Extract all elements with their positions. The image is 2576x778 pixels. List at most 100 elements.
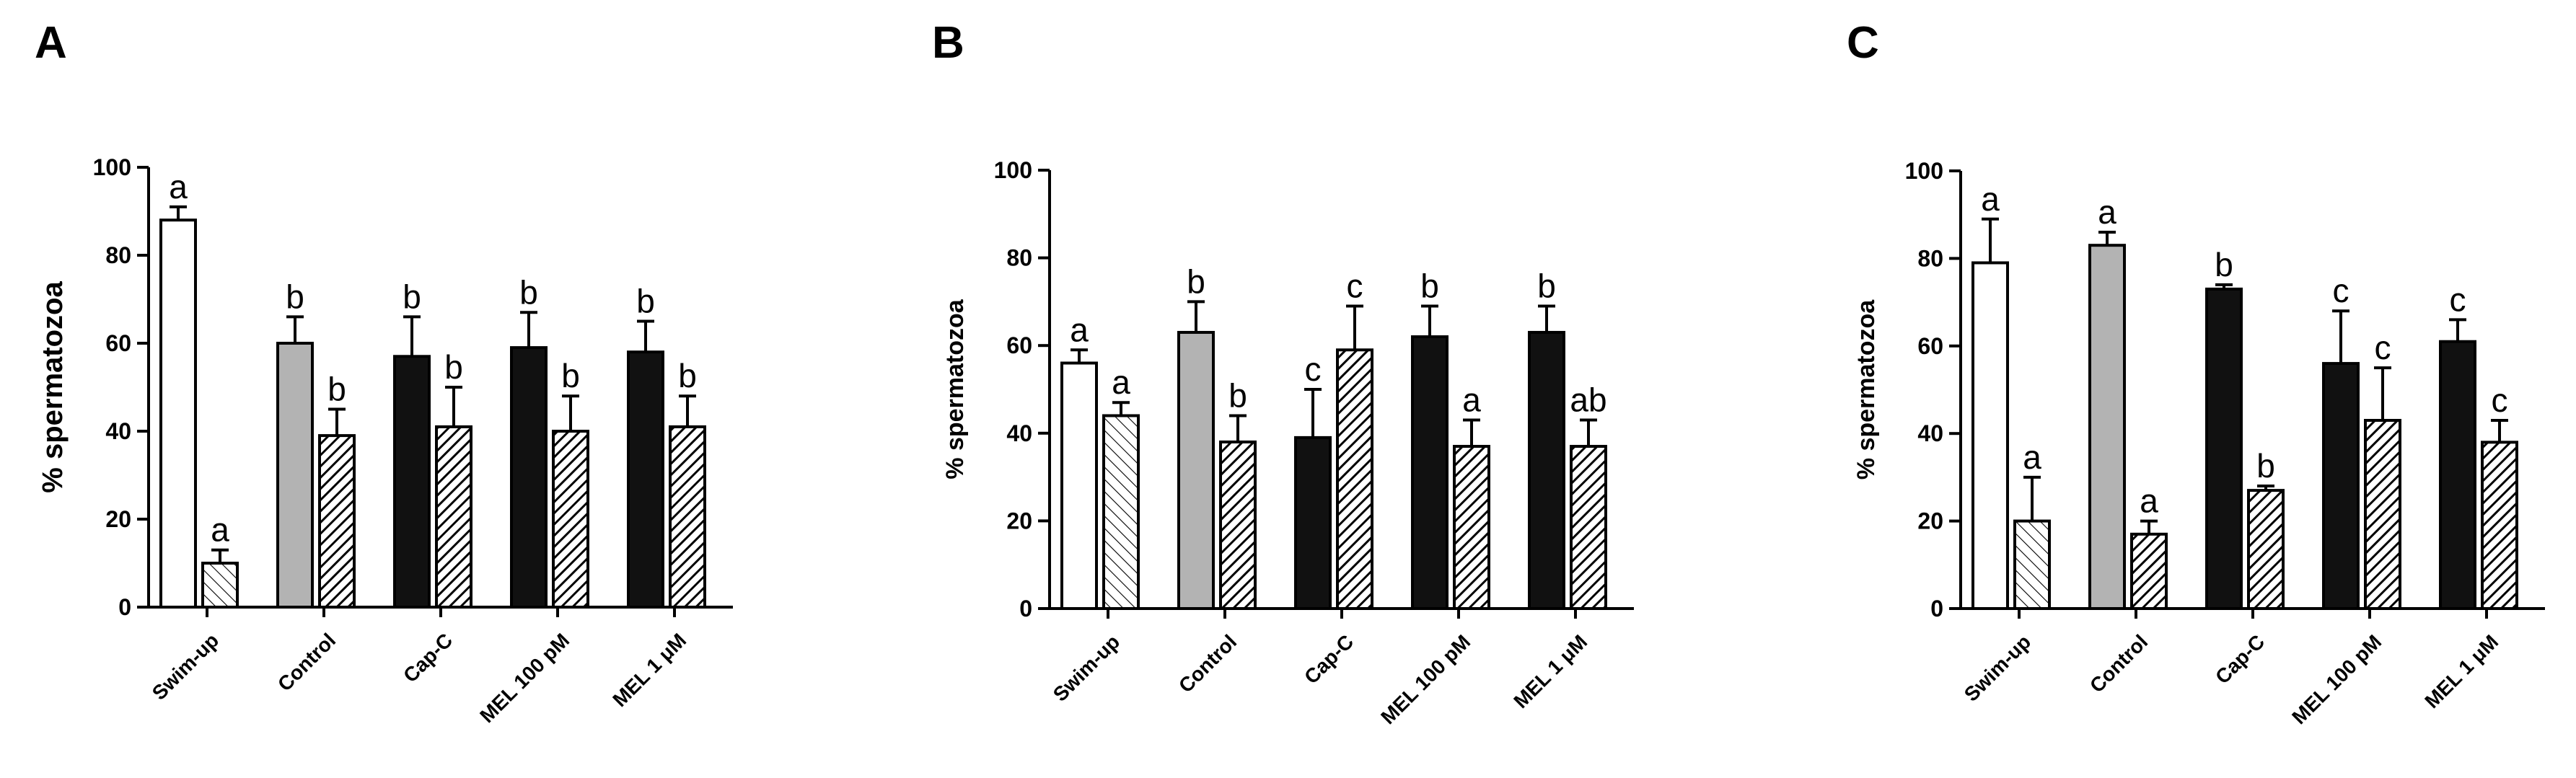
bar-4-0 [627, 350, 664, 609]
bar-2-1 [2247, 489, 2285, 610]
y-tick-label: 100 [1905, 158, 1943, 184]
chart-panel-c: C 0 20 40 60 80 100 % spermatozoa a a Swim-up a a Con… [1847, 18, 2545, 728]
x-tick-label: MEL 100 pM [1376, 630, 1474, 728]
significance-letter: b [444, 348, 463, 386]
bar-3-1 [1453, 445, 1490, 610]
y-tick-label: 60 [105, 330, 131, 356]
bar-1-0 [276, 342, 314, 609]
bar-3-0 [1411, 335, 1449, 610]
x-tick-label: Cap-C [1300, 630, 1358, 688]
bar-3-1 [552, 430, 589, 609]
bar-4-0 [2439, 340, 2476, 610]
bar-4-1 [669, 425, 706, 609]
bar-0-0 [1971, 261, 2009, 610]
y-tick-label: 100 [994, 157, 1032, 183]
significance-letter: c [2333, 272, 2349, 309]
significance-letter: b [1537, 267, 1556, 304]
bar-3-1 [2364, 418, 2401, 610]
x-tick-label: Swim-up [1960, 630, 2035, 705]
significance-letter: b [678, 357, 697, 394]
significance-letter: b [328, 371, 346, 408]
significance-letter: b [1187, 262, 1205, 300]
significance-letter: a [1462, 381, 1481, 419]
y-tick-label: 20 [1917, 508, 1943, 534]
y-axis-label: % spermatozoa [1852, 299, 1880, 479]
y-tick-label: 60 [1917, 333, 1943, 359]
significance-letter: c [2450, 280, 2466, 318]
y-axis-label: % spermatozoa [941, 299, 969, 479]
bar-0-0 [159, 218, 197, 609]
significance-letter: a [1070, 311, 1089, 348]
bar-2-1 [435, 425, 472, 609]
significance-letter: c [1305, 350, 1322, 388]
panel-label: C [1847, 18, 1879, 68]
significance-letter: a [211, 511, 229, 549]
bar-1-1 [1219, 440, 1257, 611]
x-tick-label: Control [2085, 630, 2152, 697]
bar-4-1 [2481, 441, 2518, 611]
significance-letter: a [2023, 438, 2041, 476]
significance-letter: c [1347, 267, 1363, 304]
x-tick-label: MEL 1 μM [1509, 630, 1591, 712]
y-tick-label: 60 [1006, 332, 1032, 358]
y-tick-label: 80 [105, 242, 131, 268]
bar-2-0 [1294, 436, 1332, 610]
significance-letter: b [1228, 376, 1247, 414]
significance-letter: b [286, 278, 304, 315]
x-tick-label: MEL 1 μM [2420, 630, 2502, 712]
bar-3-0 [2322, 362, 2360, 610]
bar-4-0 [1528, 330, 1565, 610]
significance-letter: b [403, 278, 421, 315]
significance-letter: b [2215, 246, 2233, 283]
y-tick-label: 100 [93, 154, 131, 180]
x-tick-label: Swim-up [148, 629, 223, 704]
y-tick-label: 0 [1019, 596, 1032, 622]
significance-letter: b [1420, 267, 1439, 304]
significance-letter: c [2492, 381, 2508, 419]
bar-0-1 [1102, 414, 1140, 610]
x-tick-label: Control [273, 629, 340, 695]
y-tick-label: 0 [118, 594, 131, 620]
y-tick-label: 40 [1006, 420, 1032, 446]
x-tick-label: MEL 100 pM [475, 629, 573, 727]
bar-1-1 [2130, 532, 2168, 610]
significance-letter: b [561, 357, 580, 394]
x-tick-label: MEL 100 pM [2287, 630, 2386, 728]
y-axis-label: % spermatozoa [37, 281, 69, 493]
panel-label: B [932, 18, 964, 68]
y-tick-label: 20 [1006, 508, 1032, 534]
significance-letter: b [519, 273, 538, 311]
bar-2-1 [1336, 348, 1373, 610]
significance-letter: a [1981, 180, 2000, 218]
bar-0-1 [201, 562, 239, 609]
y-tick-label: 40 [105, 418, 131, 444]
y-tick-label: 20 [105, 506, 131, 532]
significance-letter: ab [1570, 381, 1606, 419]
bar-1-0 [1177, 330, 1215, 610]
significance-letter: c [2375, 329, 2391, 366]
x-tick-label: MEL 1 μM [608, 629, 690, 711]
significance-letter: a [1112, 363, 1130, 401]
significance-letter: b [636, 283, 655, 320]
x-tick-label: Cap-C [399, 629, 457, 686]
y-tick-label: 80 [1917, 245, 1943, 271]
bar-2-0 [2205, 287, 2243, 610]
bar-2-0 [393, 355, 431, 609]
bar-1-1 [318, 434, 356, 609]
y-tick-label: 40 [1917, 420, 1943, 446]
panel-label: A [35, 18, 67, 68]
significance-letter: a [2098, 193, 2116, 231]
bar-3-0 [510, 346, 548, 609]
bar-0-1 [2013, 519, 2051, 610]
bar-0-0 [1060, 361, 1098, 610]
x-tick-label: Control [1174, 630, 1241, 697]
y-tick-label: 80 [1006, 245, 1032, 271]
x-tick-label: Cap-C [2211, 630, 2269, 688]
significance-letter: a [2140, 482, 2158, 520]
bar-1-0 [2088, 244, 2126, 610]
significance-letter: a [169, 168, 188, 205]
x-tick-label: Swim-up [1049, 630, 1124, 705]
